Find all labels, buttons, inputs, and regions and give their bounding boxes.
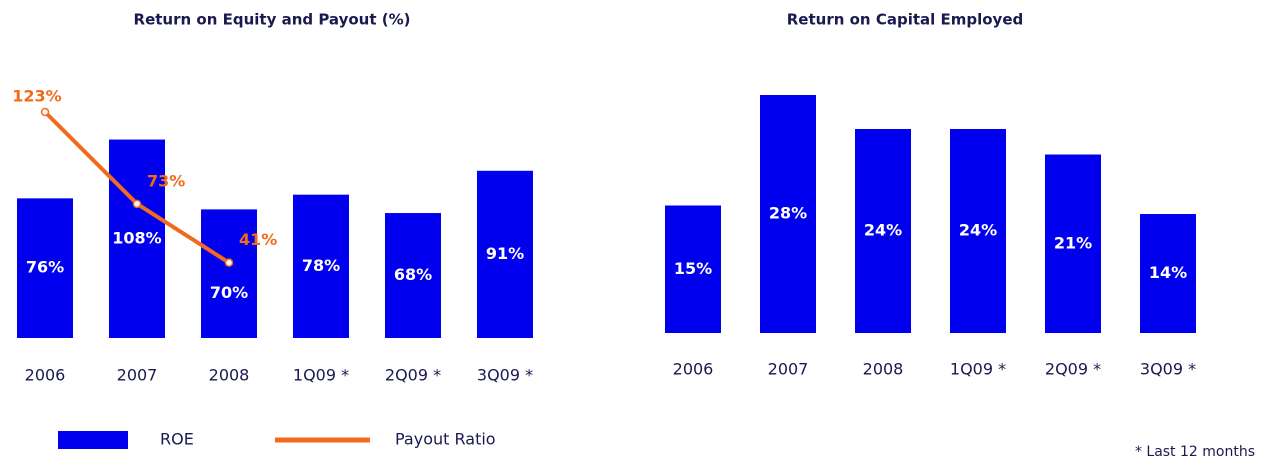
data-label: 91% <box>486 244 524 263</box>
x-tick-label: 2008 <box>863 360 904 379</box>
data-label: 123% <box>12 86 61 105</box>
line-point <box>132 199 142 209</box>
bar <box>201 209 257 338</box>
x-tick-label: 2007 <box>768 360 809 379</box>
bar <box>1045 154 1101 333</box>
chart-title: Return on Equity and Payout (%) <box>134 11 411 29</box>
data-label: 73% <box>147 171 185 190</box>
x-tick-label: 1Q09 * <box>950 360 1006 379</box>
bar <box>17 198 73 338</box>
bar <box>855 129 911 333</box>
data-label: 24% <box>959 221 997 240</box>
data-label: 68% <box>394 265 432 284</box>
x-tick-label: 2008 <box>209 366 250 385</box>
data-label: 70% <box>210 283 248 302</box>
legend-label: ROE <box>160 430 194 449</box>
legend-swatch <box>58 431 128 449</box>
x-tick-label: 2006 <box>673 360 714 379</box>
bar <box>293 194 349 338</box>
x-tick-label: 2Q09 * <box>1045 360 1101 379</box>
data-label: 41% <box>239 230 277 249</box>
bar <box>109 139 165 338</box>
data-label: 108% <box>112 228 161 247</box>
line-point <box>40 107 50 117</box>
bar <box>477 170 533 338</box>
x-tick-label: 3Q09 * <box>477 366 533 385</box>
bar <box>665 205 721 333</box>
bar <box>950 129 1006 333</box>
bar <box>760 95 816 333</box>
x-tick-label: 3Q09 * <box>1140 360 1196 379</box>
line-point <box>224 258 234 267</box>
data-label: 28% <box>769 204 807 223</box>
x-tick-label: 1Q09 * <box>293 366 349 385</box>
data-label: 76% <box>26 258 64 277</box>
legend-label: Payout Ratio <box>395 430 496 449</box>
data-label: 24% <box>864 221 902 240</box>
x-tick-label: 2007 <box>117 366 158 385</box>
bar <box>385 213 441 338</box>
data-label: 21% <box>1054 233 1092 252</box>
chart-title: Return on Capital Employed <box>787 11 1024 29</box>
footnote: * Last 12 months <box>1135 444 1255 460</box>
data-label: 15% <box>674 259 712 278</box>
data-label: 14% <box>1149 263 1187 282</box>
x-tick-label: 2Q09 * <box>385 366 441 385</box>
x-tick-label: 2006 <box>25 366 66 385</box>
data-label: 78% <box>302 256 340 275</box>
bar <box>1140 214 1196 333</box>
